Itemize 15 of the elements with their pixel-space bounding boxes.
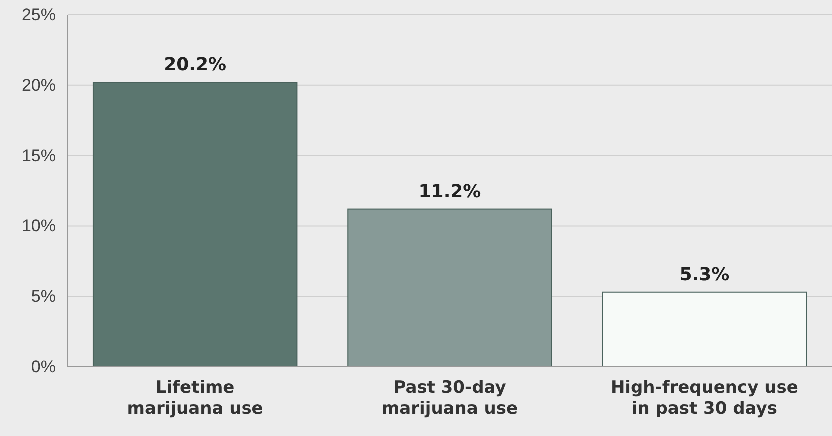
data-label: 20.2%	[164, 54, 227, 76]
y-tick-label: 5%	[31, 287, 56, 306]
bar	[348, 208, 552, 368]
y-tick-label: 10%	[22, 216, 56, 236]
data-label: 11.2%	[418, 181, 482, 202]
y-tick-label: 25%	[22, 5, 56, 24]
y-tick-label: 0%	[31, 357, 56, 376]
data-label: 5.3%	[680, 264, 730, 286]
x-tick-label: Lifetime marijuana use	[127, 378, 264, 419]
y-tick-label: 20%	[22, 76, 56, 95]
y-tick-label: 15%	[22, 146, 56, 166]
bar	[602, 292, 808, 368]
x-tick-label: High-frequency use in past 30 days	[610, 378, 798, 419]
x-tick-label: Past 30-day marijuana use	[382, 378, 518, 419]
bar	[92, 82, 298, 368]
